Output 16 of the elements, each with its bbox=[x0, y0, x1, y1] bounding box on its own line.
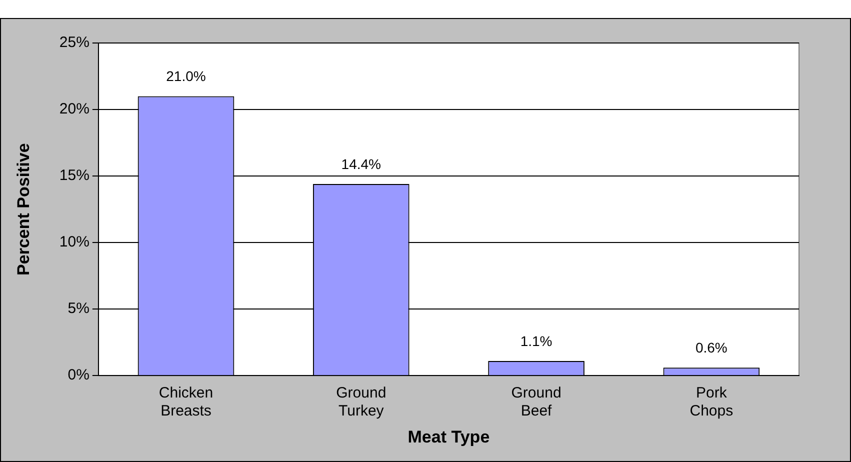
y-tick-label: 0% bbox=[68, 366, 90, 384]
data-label: 21.0% bbox=[166, 68, 206, 84]
y-tick-label: 25% bbox=[59, 34, 90, 52]
y-tick-label: 10% bbox=[59, 234, 90, 251]
x-tick-label: Pork Chops bbox=[690, 384, 734, 420]
x-axis-title: Meat Type bbox=[408, 427, 490, 446]
data-label: 0.6% bbox=[695, 339, 728, 356]
y-tick-label: 5% bbox=[68, 300, 90, 318]
data-label: 14.4% bbox=[341, 156, 381, 172]
x-tick-label: Ground Turkey bbox=[336, 384, 386, 420]
data-label: 1.1% bbox=[520, 332, 552, 349]
x-tick-label: Chicken Breasts bbox=[158, 384, 214, 420]
y-axis-title: Percent Positive bbox=[14, 143, 33, 276]
y-tick-label: 15% bbox=[59, 167, 90, 184]
y-tick-label: 20% bbox=[59, 100, 90, 118]
x-tick-label: Ground Beef bbox=[511, 384, 562, 420]
